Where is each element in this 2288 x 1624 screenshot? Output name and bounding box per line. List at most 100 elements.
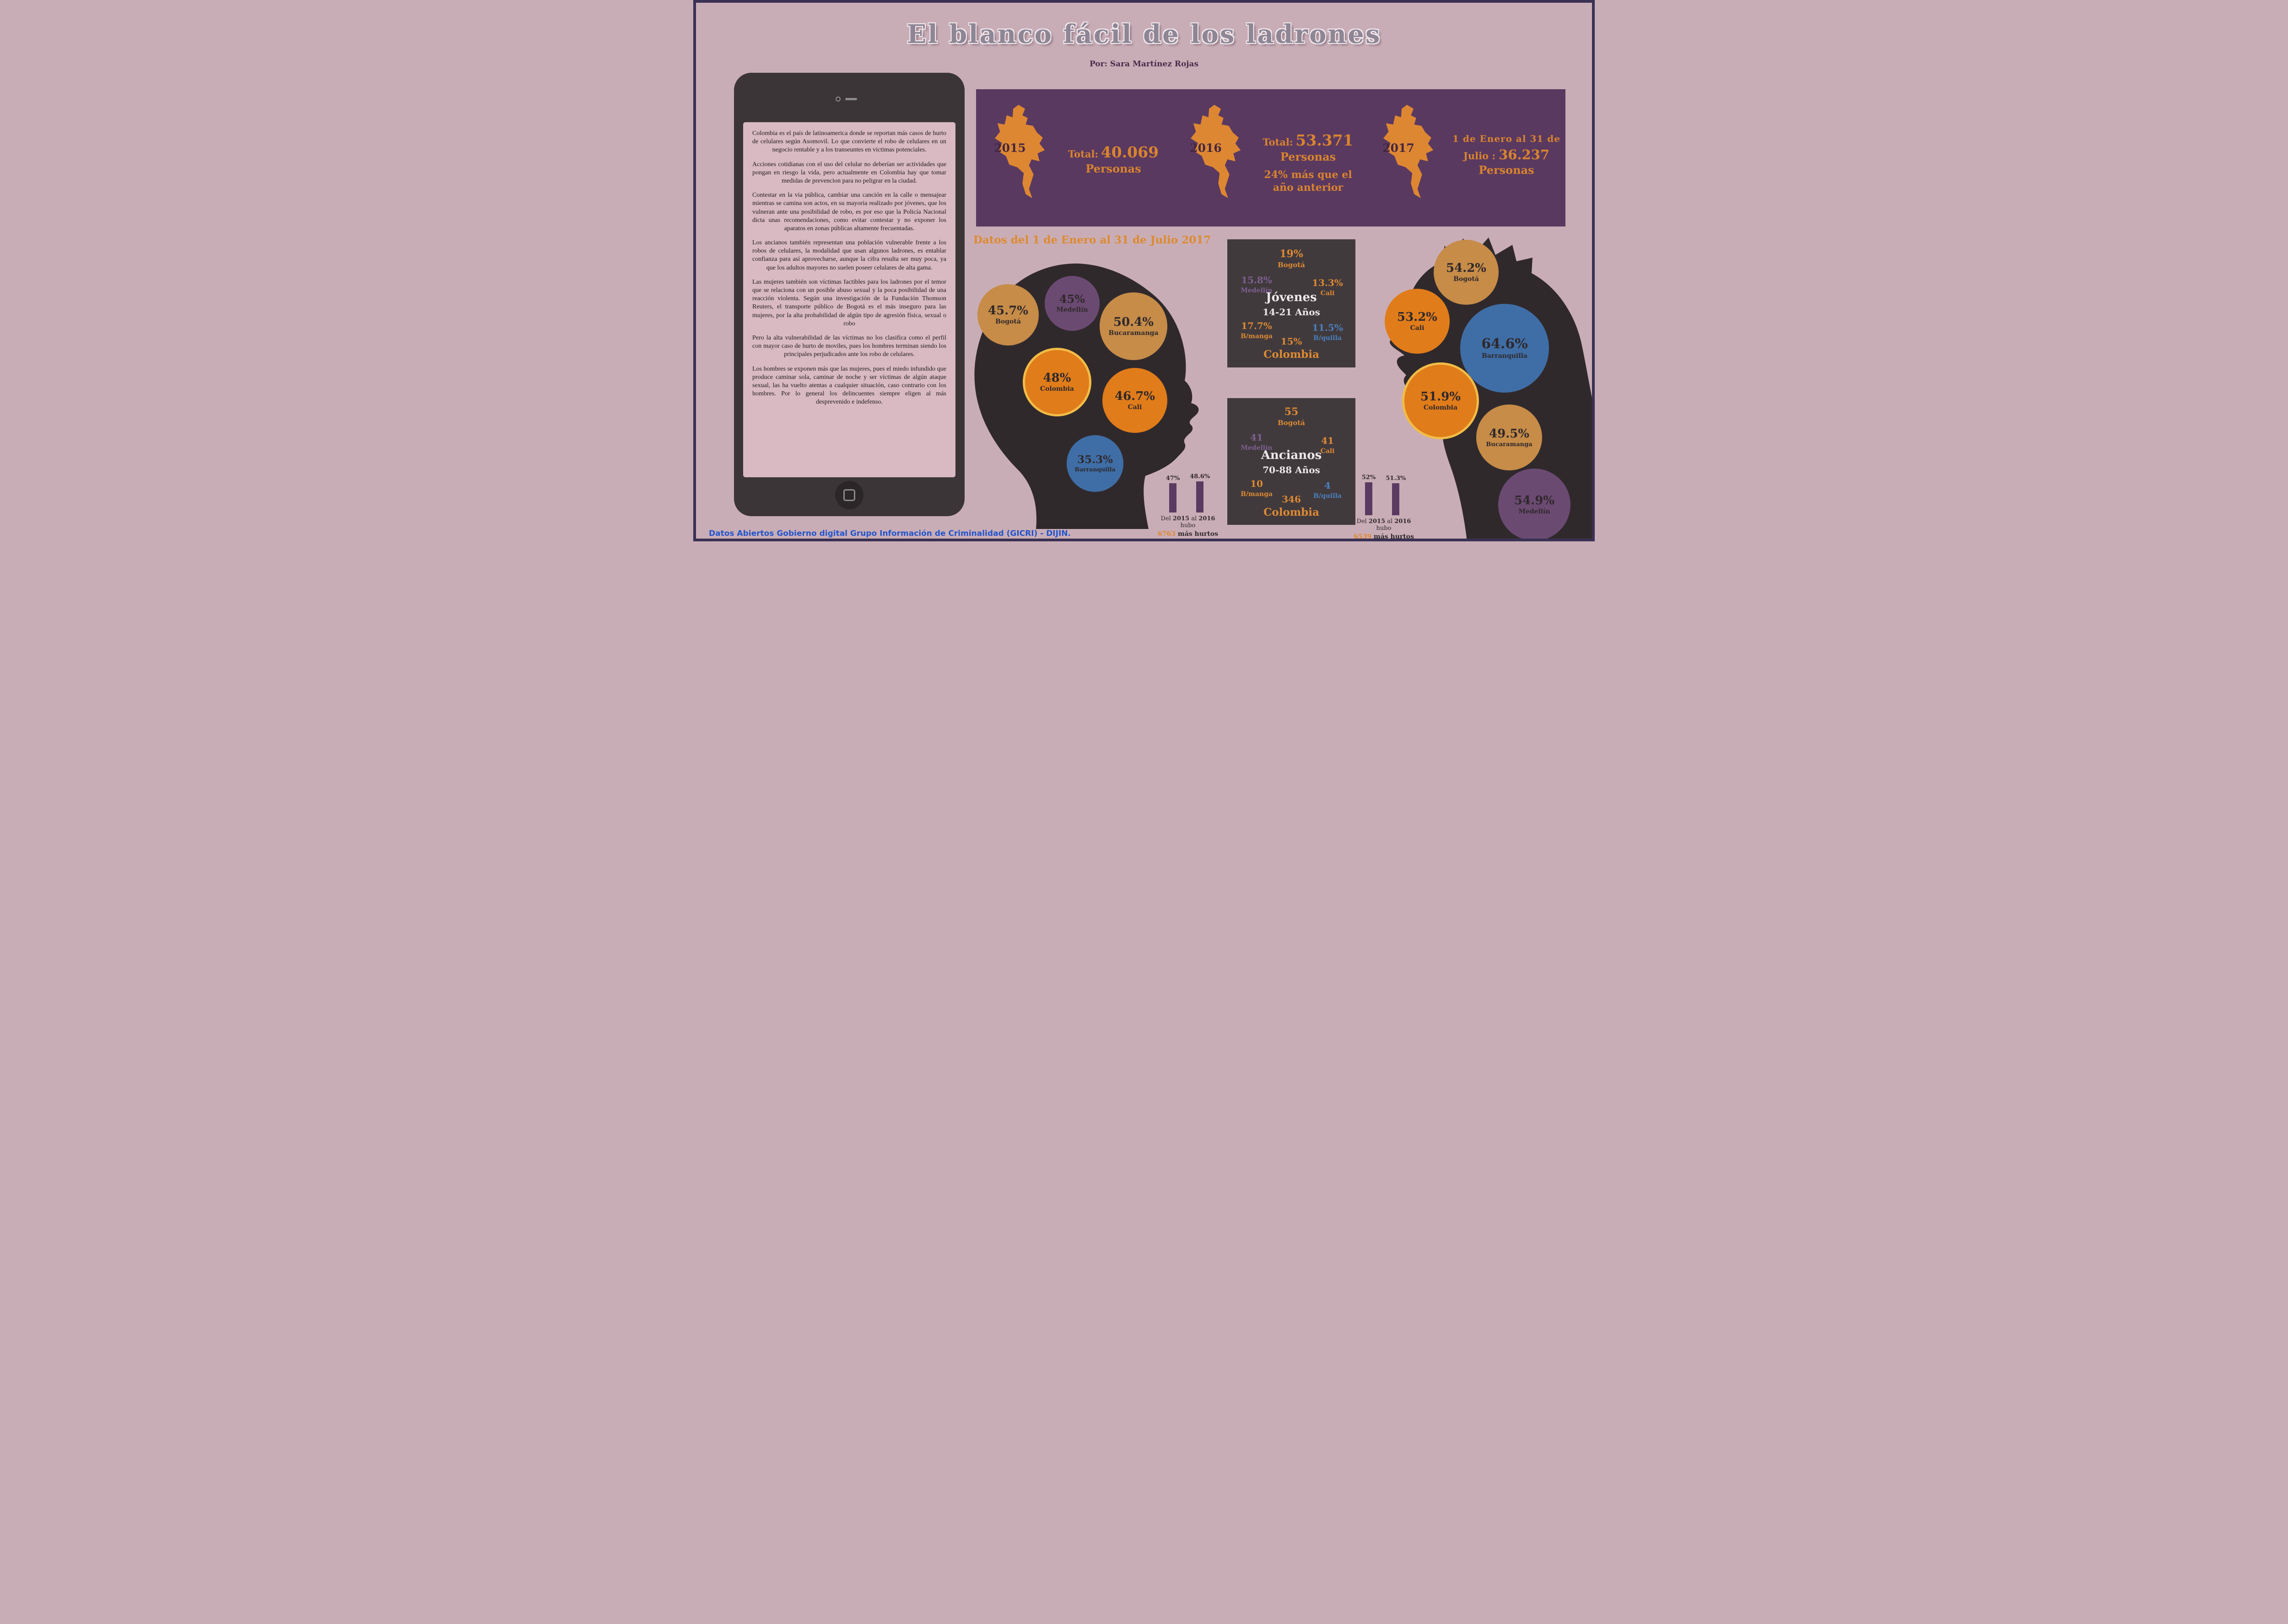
year-label-2015: 2015 [994, 141, 1026, 155]
caption-part: al [1385, 518, 1395, 525]
total-2015: Total: 40.069 Personas [1063, 143, 1164, 175]
age-title-line2: 70-88 Años [1263, 464, 1320, 476]
bar-2016: 51.3% [1386, 475, 1406, 515]
delta-value: 6763 [1158, 530, 1176, 538]
stat-value: 19% [1279, 248, 1303, 260]
smartphone-illustration: Colombia es el país de latinoamerica don… [734, 73, 965, 516]
age-stat-bmanga: 10 B/manga [1231, 479, 1282, 498]
bars-row: 47% 48.6% [1154, 470, 1222, 513]
total-label: Total: [1263, 136, 1293, 148]
total-unit: Personas [1085, 162, 1141, 175]
caption-year: 2015 [1172, 515, 1190, 522]
stat-city: Barranquilla [1074, 466, 1116, 473]
age-stat-bquilla: 4 B/quilla [1303, 480, 1352, 500]
stat-value: 54.2% [1446, 261, 1487, 275]
stat-value: 41 [1250, 432, 1263, 443]
total-label: Total: [1068, 148, 1099, 160]
article-paragraph: Contestar en la via pública, cambiar una… [752, 192, 946, 232]
article-paragraph: Las mujeres también son víctimas factibl… [752, 278, 946, 327]
stat-city: Medellín [1056, 306, 1088, 313]
stat-bubble-women-bucaramanga: 50.4% Bucaramanga [1100, 292, 1167, 360]
stat-bubble-men-medellin: 54.9% Medellín [1498, 469, 1570, 539]
caption-year: 2016 [1198, 515, 1215, 522]
stat-bubble-men-bucaramanga: 49.5% Bucaramanga [1476, 405, 1542, 470]
stat-bubble-men-cali: 53.2% Cali [1385, 289, 1450, 354]
stat-city: Bucaramanga [1108, 329, 1159, 337]
article-panel: Colombia es el país de latinoamerica don… [743, 122, 955, 477]
bar-rect [1392, 483, 1400, 515]
stat-bubble-men-barranquilla: 64.6% Barranquilla [1460, 304, 1549, 393]
stat-value: 53.2% [1397, 310, 1438, 324]
stat-city: Bogotá [1453, 275, 1479, 283]
stat-value: 46.7% [1114, 389, 1155, 403]
stat-bubble-women-cali: 46.7% Cali [1102, 368, 1167, 433]
stat-value: 346 [1282, 494, 1301, 505]
stat-city: Cali [1320, 290, 1335, 297]
article-paragraph: Los hombres se exponen más que las mujer… [752, 365, 946, 406]
age-stat-medellin: 15.8% Medellín [1231, 275, 1282, 295]
bar-rect [1365, 482, 1372, 515]
age-box-title: Ancianos 70-88 Años [1246, 448, 1337, 475]
age-stat-cali: 41 Cali [1303, 436, 1352, 455]
stat-value: 45.7% [988, 304, 1029, 318]
age-stat-bmanga: 17.7% B/manga [1231, 321, 1282, 340]
delta-line: 6763 más hurtos [1154, 530, 1222, 538]
delta-suffix: más hurtos [1371, 533, 1414, 540]
bar-value-label: 51.3% [1386, 475, 1406, 482]
colombia-map-icon [1190, 105, 1241, 198]
bar-value-label: 52% [1361, 474, 1376, 481]
byline: Por: Sara Martínez Rojas [1089, 59, 1199, 69]
age-stat-colombia: 15% Colombia [1259, 336, 1323, 361]
stat-bubble-women-barranquilla: 35.3% Barranquilla [1067, 435, 1123, 492]
phone-speaker-icon [845, 98, 857, 100]
stat-city: Barranquilla [1482, 352, 1527, 360]
age-stat-bquilla: 11.5% B/quilla [1303, 323, 1352, 342]
bars-row: 52% 51.3% [1349, 473, 1418, 515]
age-stat-colombia: 346 Colombia [1259, 494, 1323, 518]
stat-city: Colombia [1263, 348, 1319, 361]
stat-value: 15% [1280, 336, 1302, 347]
year-label-2017: 2017 [1382, 141, 1414, 155]
mini-bar-chart-women: 47% 48.6% Del 2015 al 2016 hubo 6763 más… [1154, 470, 1222, 538]
phone-camera-icon [836, 97, 841, 102]
stat-city: B/quilla [1313, 335, 1342, 342]
stat-value: 45% [1059, 292, 1085, 306]
stat-bubble-men-colombia: 51.9% Colombia [1402, 362, 1479, 439]
ancianos-age-box: 55 Bogotá 41 Medellín 41 Cali Ancianos 7… [1227, 398, 1355, 525]
age-title-line1: Ancianos [1261, 448, 1322, 462]
stat-city: Medellín [1518, 508, 1550, 515]
bar-value-label: 47% [1166, 475, 1180, 482]
stat-value: 15.8% [1241, 275, 1272, 286]
bar-2016: 48.6% [1190, 473, 1210, 513]
map-group-2015: 2015 [984, 96, 1057, 207]
stat-city: B/quilla [1313, 492, 1342, 500]
age-stat-medellin: 41 Medellín [1231, 432, 1282, 452]
stat-value: 50.4% [1113, 315, 1154, 329]
stat-value: 51.9% [1420, 390, 1461, 404]
stat-city: Medellín [1241, 287, 1273, 294]
stat-value: 49.5% [1489, 426, 1530, 441]
article-paragraph: Colombia es el país de latinoamerica don… [752, 130, 946, 154]
caption-part: hubo [1180, 522, 1196, 529]
total-value-2016: 53.371 [1295, 131, 1354, 149]
yoy-note-2016: 24% más que el año anterior [1264, 169, 1352, 194]
stat-city: B/manga [1241, 491, 1273, 498]
age-stat-bogota: 19% Bogotá [1259, 248, 1323, 270]
period-prefix-2017: 1 de Enero al 31 de [1452, 133, 1560, 144]
stat-value: 55 [1284, 406, 1299, 418]
section-label: Datos del 1 de Enero al 31 de Julio 2017 [973, 234, 1211, 246]
article-paragraph: Los ancianos también representan una pob… [752, 239, 946, 271]
period-label-2017: Julio : [1463, 150, 1496, 162]
stat-city: Medellín [1241, 444, 1273, 452]
bar-2015: 47% [1166, 475, 1180, 513]
caption-part: Del [1356, 518, 1369, 525]
caption-part: al [1189, 515, 1199, 522]
stat-city: Bogotá [1278, 419, 1305, 427]
phone-home-button-icon [835, 481, 863, 509]
stat-city: Colombia [1263, 506, 1319, 518]
article-paragraph: Acciones cotidianas con el uso del celul… [752, 161, 946, 184]
infographic-canvas: El blanco fácil de los ladrones Por: Sar… [693, 0, 1595, 541]
stat-city: Cali [1410, 324, 1425, 332]
stat-bubble-men-bogota: 54.2% Bogotá [1434, 240, 1499, 305]
jovenes-age-box: 19% Bogotá 15.8% Medellín 13.3% Cali Jóv… [1227, 239, 1355, 367]
